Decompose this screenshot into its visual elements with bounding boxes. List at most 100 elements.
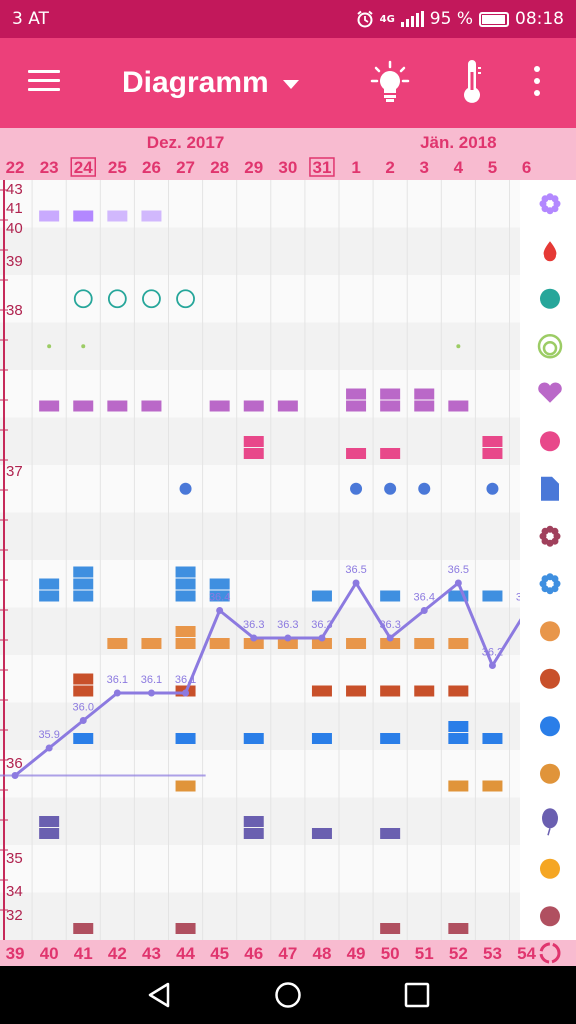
temperature-point	[182, 689, 190, 697]
symptom-mark	[448, 721, 469, 732]
splash-icon[interactable]	[540, 288, 560, 309]
row-band	[0, 275, 520, 323]
day-label: 23	[40, 158, 59, 177]
symptom-icon-shape	[540, 858, 560, 879]
mood-icon[interactable]	[540, 763, 560, 784]
cycle-day-label: 47	[278, 944, 297, 963]
pregnancy-icon[interactable]	[540, 906, 560, 927]
breast-icon[interactable]	[540, 621, 560, 642]
balloon-icon[interactable]	[542, 808, 558, 836]
day-label: 3	[420, 158, 429, 177]
temperature-point	[454, 579, 462, 587]
flower-icon[interactable]	[539, 193, 561, 215]
symptom-mark	[47, 344, 52, 349]
symptom-mark	[39, 210, 60, 222]
headache-icon[interactable]	[540, 431, 560, 452]
temperature-value-label: 36.1	[107, 674, 128, 686]
symptom-mark	[243, 400, 264, 412]
symptom-mark	[346, 400, 367, 412]
drop-burst-icon[interactable]	[540, 668, 560, 689]
day-label: 5	[488, 158, 497, 177]
symptom-mark	[107, 289, 127, 309]
symptom-mark	[81, 344, 86, 349]
petal-shape	[551, 527, 559, 535]
temperature-point	[45, 744, 53, 752]
lightbulb-icon[interactable]	[370, 60, 410, 104]
temperature-point	[488, 662, 496, 669]
home-icon[interactable]	[273, 980, 303, 1010]
cervix-rings-icon[interactable]	[537, 334, 563, 359]
symptom-mark	[311, 638, 332, 649]
symptom-mark	[482, 733, 503, 744]
heart-icon[interactable]	[538, 382, 562, 403]
cycle-day-label: 53	[483, 944, 502, 963]
symptom-mark	[384, 482, 397, 495]
symptom-mark	[277, 638, 298, 649]
symptom-mark	[414, 400, 435, 412]
petal-shape	[551, 575, 559, 583]
row-band	[0, 227, 520, 275]
symptom-mark	[346, 388, 367, 400]
temperature-value-label: 36.2	[482, 647, 503, 659]
y-tick-label: 32	[6, 907, 23, 924]
sparkle-icon[interactable]	[539, 573, 561, 595]
pain-icon[interactable]	[540, 716, 560, 737]
day-label: 4	[454, 158, 464, 177]
back-icon[interactable]	[144, 980, 174, 1010]
day-label: 26	[142, 158, 161, 177]
heart-shape	[538, 382, 562, 403]
symptom-mark	[107, 400, 128, 412]
symptom-mark	[73, 566, 94, 578]
symptom-mark	[39, 400, 60, 412]
symptom-mark	[39, 816, 60, 827]
alert-icon[interactable]	[540, 858, 560, 879]
symptom-mark	[175, 923, 196, 934]
menu-icon[interactable]	[28, 70, 60, 94]
symptom-mark	[448, 780, 469, 792]
symptom-mark	[175, 578, 196, 590]
symptom-mark	[448, 638, 469, 649]
y-tick-label: 37	[6, 463, 23, 480]
y-tick-label: 43	[6, 181, 23, 198]
document-icon[interactable]	[541, 476, 559, 501]
temperature-value-label: 36.3	[243, 619, 264, 631]
symptom-mark	[380, 638, 401, 649]
symptom-mark	[380, 685, 401, 697]
symptom-mark	[414, 388, 435, 400]
symptom-mark	[448, 685, 469, 697]
navigation-bar	[0, 966, 576, 1024]
thermometer-icon[interactable]	[452, 60, 492, 104]
cycle-ring-icon[interactable]	[539, 942, 561, 964]
symptom-mark	[346, 638, 367, 649]
view-selector[interactable]: Diagramm	[122, 66, 299, 100]
symptom-icon-shape	[540, 763, 560, 784]
symptom-mark	[482, 590, 503, 602]
symptom-mark	[73, 590, 94, 602]
cycle-day-label: 52	[449, 944, 468, 963]
symptom-mark	[73, 210, 94, 222]
center-shape	[547, 200, 553, 207]
symptom-mark	[414, 685, 435, 697]
blood-drop-icon[interactable]	[543, 241, 557, 262]
cycle-day-label: 45	[210, 944, 229, 963]
symptom-mark	[243, 828, 264, 839]
signal-icon	[400, 11, 424, 27]
day-label: 1	[351, 158, 360, 177]
center-shape	[547, 580, 553, 587]
temperature-value-label: 35.9	[38, 729, 59, 741]
day-label: 22	[6, 158, 25, 177]
symptom-mark	[39, 590, 60, 602]
cycle-ring-shape	[539, 942, 561, 964]
flower-check-icon[interactable]	[539, 525, 561, 547]
y-tick-label: 35	[6, 850, 23, 867]
recents-icon[interactable]	[402, 980, 432, 1010]
symptom-icon-shape	[540, 906, 560, 927]
symptom-mark	[243, 448, 264, 459]
more-vert-icon[interactable]	[522, 60, 552, 104]
symptom-icon-shape	[540, 668, 560, 689]
symptom-mark	[346, 685, 367, 697]
symptom-mark	[209, 400, 230, 412]
y-tick-label: 40	[6, 220, 23, 237]
dropdown-caret-icon	[282, 79, 299, 89]
